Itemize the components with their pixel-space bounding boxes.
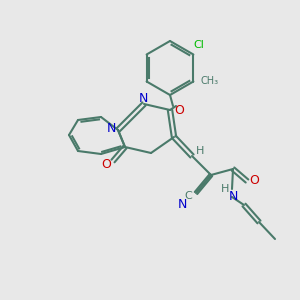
Text: N: N: [106, 122, 116, 136]
Text: O: O: [249, 173, 259, 187]
Text: CH₃: CH₃: [200, 76, 218, 85]
Text: N: N: [138, 92, 148, 104]
Text: N: N: [177, 197, 187, 211]
Text: O: O: [174, 103, 184, 116]
Text: N: N: [228, 190, 238, 202]
Text: C: C: [184, 191, 192, 201]
Text: H: H: [196, 146, 204, 156]
Text: Cl: Cl: [193, 40, 204, 50]
Text: O: O: [101, 158, 111, 172]
Text: H: H: [221, 184, 229, 194]
